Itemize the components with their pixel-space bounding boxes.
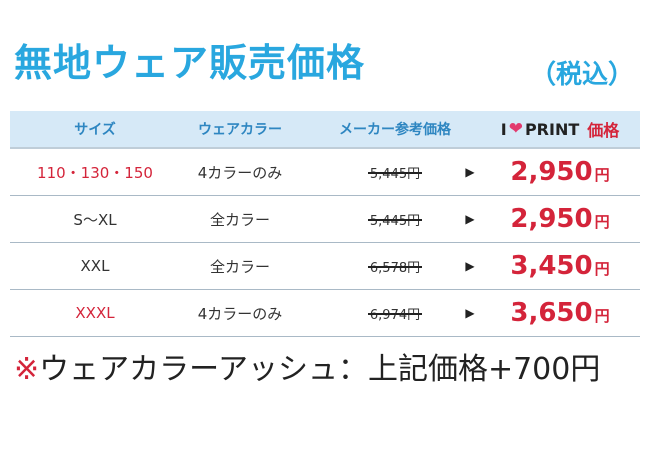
row-price: 2,950 円: [480, 196, 640, 242]
arrow-right-icon: ▶: [465, 212, 475, 226]
table-row: XXL 全カラー 6,578円 ▶ 3,450 円: [10, 243, 640, 290]
table-row: XXXL 4カラーのみ 6,974円 ▶ 3,650 円: [10, 290, 640, 337]
header-color: ウェアカラー: [198, 122, 282, 138]
price-table: サイズ ウェアカラー メーカー参考価格 I ❤ PRINT 価格 110・130…: [10, 111, 640, 337]
row-ref-price: 5,445円: [310, 196, 480, 242]
note-mark: ※: [14, 352, 40, 387]
arrow-right-icon: ▶: [465, 306, 475, 320]
row-color: 全カラー: [209, 210, 270, 229]
header-size: サイズ: [74, 122, 116, 138]
price-yen: 円: [594, 213, 610, 231]
header-maker-price: メーカー参考価格: [339, 122, 451, 138]
brand-i: I: [500, 119, 507, 139]
heart-icon: ❤: [508, 119, 523, 139]
arrow-right-icon: ▶: [465, 165, 475, 179]
brand-print: PRINT: [524, 119, 580, 139]
row-ref-price: 5,445円: [310, 149, 480, 195]
tax-included-label: （税込）: [530, 60, 635, 90]
row-color: 4カラーのみ: [197, 163, 283, 182]
arrow-right-icon: ▶: [465, 259, 475, 273]
brand-logo: I ❤ PRINT 価格: [501, 117, 620, 141]
price-value: 3,450: [510, 251, 593, 281]
price-value: 3,650: [510, 298, 593, 328]
brand-price-label: 価格: [587, 121, 620, 140]
footnote-text: ウェアカラーアッシュ：上記価格+700円: [39, 352, 601, 387]
row-size: XXXL: [75, 304, 115, 322]
price-yen: 円: [594, 260, 610, 278]
row-size: XXL: [80, 257, 110, 275]
row-size: S～XL: [73, 210, 117, 229]
price-value: 2,950: [510, 157, 593, 187]
table-header: サイズ ウェアカラー メーカー参考価格 I ❤ PRINT 価格: [10, 111, 640, 149]
footnote: ※ウェアカラーアッシュ：上記価格+700円: [14, 355, 600, 385]
row-size: 110・130・150: [37, 163, 153, 182]
row-ref-price: 6,578円: [310, 243, 480, 289]
row-color: 全カラー: [209, 257, 270, 276]
row-ref-price: 6,974円: [310, 290, 480, 336]
page-title: 無地ウェア販売価格: [14, 41, 366, 85]
row-color: 4カラーのみ: [197, 304, 283, 323]
row-price: 3,450 円: [480, 243, 640, 289]
table-row: 110・130・150 4カラーのみ 5,445円 ▶ 2,950 円: [10, 149, 640, 196]
row-price: 2,950 円: [480, 149, 640, 195]
price-value: 2,950: [510, 204, 593, 234]
price-yen: 円: [594, 166, 610, 184]
table-row: S～XL 全カラー 5,445円 ▶ 2,950 円: [10, 196, 640, 243]
header-brand-price: I ❤ PRINT 価格: [480, 111, 640, 147]
row-price: 3,650 円: [480, 290, 640, 336]
price-yen: 円: [594, 307, 610, 325]
